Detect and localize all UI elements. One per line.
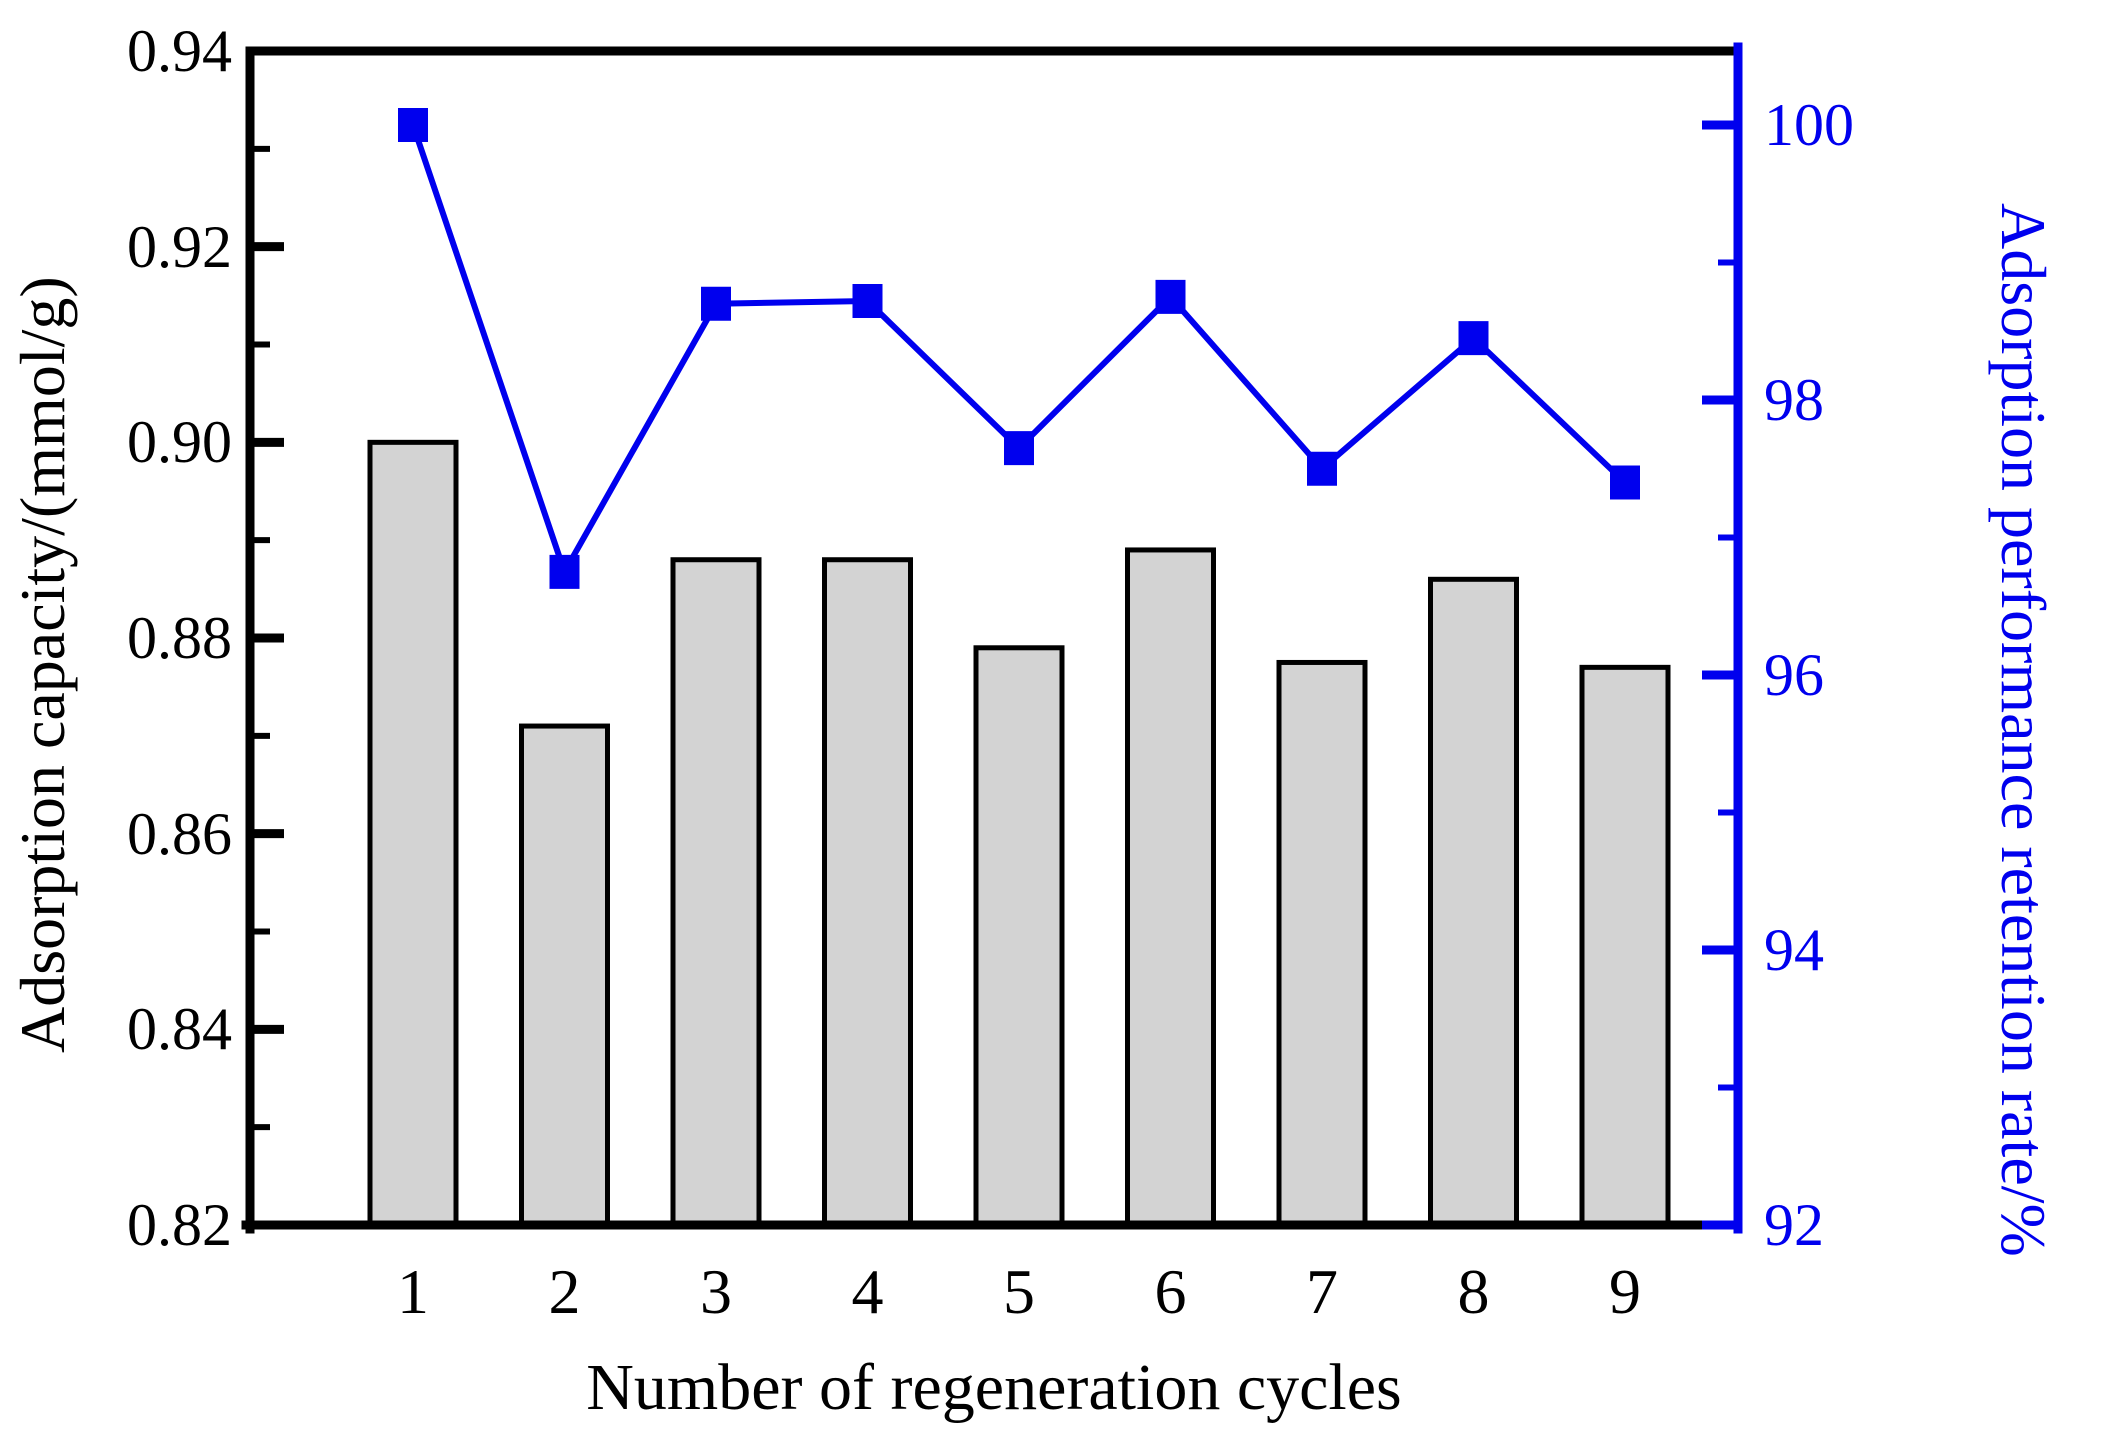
bar bbox=[822, 557, 913, 1228]
data-point-marker bbox=[1155, 279, 1186, 314]
data-point-marker bbox=[398, 108, 428, 142]
bar bbox=[1428, 576, 1519, 1228]
left-y-axis-title: Adsorption capacity/(mmol/g) bbox=[7, 276, 78, 1054]
bar bbox=[973, 645, 1065, 1228]
left-y-tick-label: 0.86 bbox=[127, 800, 232, 867]
right-y-tick-label: 100 bbox=[1764, 92, 1854, 158]
right-y-axis-title: Adsorption performance retention rate/% bbox=[1988, 203, 2059, 1257]
data-point-marker bbox=[852, 284, 883, 318]
left-y-tick-label: 0.94 bbox=[127, 18, 232, 84]
left-y-tick-label: 0.90 bbox=[127, 409, 232, 476]
left-y-tick-label: 0.92 bbox=[127, 213, 232, 280]
data-point-marker bbox=[1004, 431, 1034, 466]
left-y-tick-label: 0.84 bbox=[127, 996, 232, 1063]
data-point-marker bbox=[549, 554, 580, 589]
x-tick-label: 2 bbox=[548, 1256, 581, 1327]
data-point-marker bbox=[1458, 321, 1489, 356]
bar bbox=[670, 557, 762, 1228]
x-tick-label: 4 bbox=[851, 1256, 884, 1327]
right-y-tick-label: 94 bbox=[1764, 917, 1824, 983]
right-y-tick-label: 96 bbox=[1764, 642, 1824, 708]
x-tick-label: 1 bbox=[397, 1256, 429, 1327]
x-tick-label: 6 bbox=[1154, 1256, 1187, 1327]
x-axis-title: Number of regeneration cycles bbox=[586, 1351, 1402, 1424]
bar bbox=[519, 723, 610, 1228]
data-point-marker bbox=[1610, 465, 1640, 500]
left-y-tick-label: 0.88 bbox=[127, 605, 232, 671]
line-series bbox=[410, 124, 1628, 580]
x-tick-label: 3 bbox=[700, 1256, 732, 1327]
bar bbox=[1579, 664, 1671, 1228]
bar bbox=[367, 439, 459, 1228]
x-tick-label: 5 bbox=[1003, 1256, 1035, 1327]
bar bbox=[1276, 659, 1368, 1228]
x-tick-label: 7 bbox=[1306, 1256, 1338, 1327]
data-point-marker bbox=[701, 286, 731, 321]
x-tick-label: 8 bbox=[1457, 1256, 1490, 1327]
right-y-tick-label: 92 bbox=[1764, 1192, 1824, 1258]
left-y-tick-label: 0.82 bbox=[127, 1192, 232, 1258]
bar bbox=[1125, 547, 1216, 1228]
x-tick-label: 9 bbox=[1609, 1256, 1641, 1327]
data-point-marker bbox=[1307, 451, 1337, 486]
right-y-tick-label: 98 bbox=[1764, 367, 1824, 433]
